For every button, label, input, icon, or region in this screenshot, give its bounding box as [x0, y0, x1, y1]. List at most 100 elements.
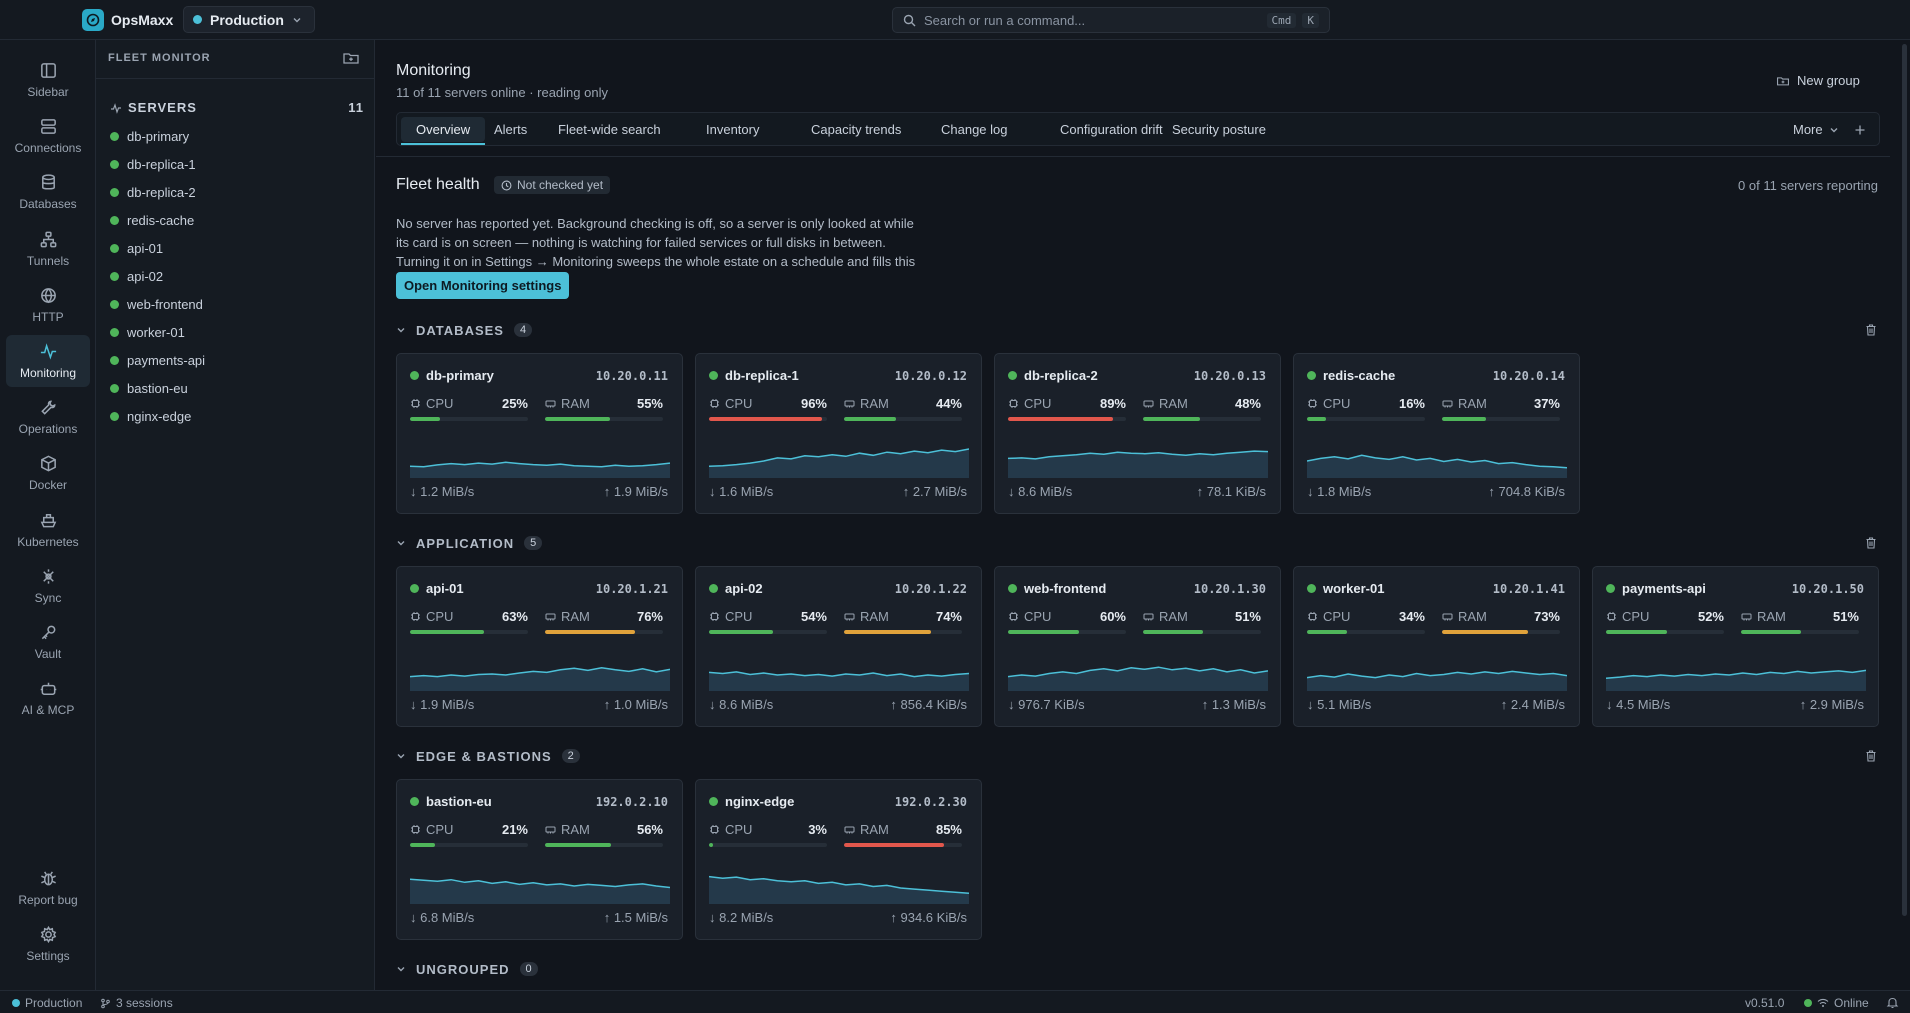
tab-inventory[interactable]: Inventory [706, 122, 760, 137]
cpu-usage-bar [1008, 630, 1126, 634]
sidebar-item-worker-01[interactable]: worker-01 [110, 325, 185, 340]
cpu-label: CPU [709, 609, 752, 624]
cpu-metric: CPU 16% [1307, 396, 1425, 422]
chevron-down-icon [293, 17, 301, 22]
sidebar-item-db-replica-1[interactable]: db-replica-1 [110, 157, 196, 172]
server-card-db-replica-2[interactable]: db-replica-2 10.20.0.13 CPU 89% RAM 48% ↓ 8.6 … [994, 353, 1281, 514]
command-search[interactable]: Search or run a command... Cmd K [892, 7, 1330, 33]
group-header-application[interactable]: APPLICATION 5 [396, 533, 1878, 553]
sidebar-group-servers[interactable]: SERVERS 11 [110, 100, 364, 115]
server-card-api-01[interactable]: api-01 10.20.1.21 CPU 63% RAM 76% ↓ 1.9 MiB/s ↑… [396, 566, 683, 727]
server-card-web-frontend[interactable]: web-frontend 10.20.1.30 CPU 60% RAM 51% ↓ 976.… [994, 566, 1281, 727]
sidebar-item-bastion-eu[interactable]: bastion-eu [110, 381, 188, 396]
cpu-label-text: CPU [426, 396, 454, 411]
nav-rail-ai-mcp[interactable]: AI & MCP [6, 672, 90, 724]
network-up: ↑ 1.9 MiB/s [603, 484, 668, 499]
online-dot-icon [110, 356, 119, 365]
group-name: UNGROUPED [416, 961, 510, 977]
new-group-button[interactable]: New group [1776, 73, 1860, 88]
status-sessions-label: 3 sessions [116, 996, 173, 1010]
sidebar-item-db-replica-2[interactable]: db-replica-2 [110, 185, 196, 200]
sidebar-item-redis-cache[interactable]: redis-cache [110, 213, 194, 228]
nav-rail-tunnels[interactable]: Tunnels [6, 223, 90, 275]
environment-select[interactable]: Production [183, 6, 315, 33]
sidebar-item-nginx-edge[interactable]: nginx-edge [110, 409, 191, 424]
bell-icon[interactable] [1886, 996, 1899, 1009]
server-card-api-02[interactable]: api-02 10.20.1.22 CPU 54% RAM 74% ↓ 8.6 MiB/s ↑… [695, 566, 982, 727]
chip-icon [1009, 399, 1018, 408]
sidebar-item-web-frontend[interactable]: web-frontend [110, 297, 203, 312]
network-up-value: 2.4 MiB/s [1510, 697, 1565, 712]
group-header-databases[interactable]: DATABASES 4 [396, 320, 1878, 340]
cpu-label-text: CPU [426, 822, 454, 837]
nav-rail-sync[interactable]: Sync [6, 560, 90, 612]
status-sessions[interactable]: 3 sessions [100, 996, 173, 1010]
server-card-worker-01[interactable]: worker-01 10.20.1.41 CPU 34% RAM 73% ↓ 5.1 MiB… [1293, 566, 1580, 727]
server-card-nginx-edge[interactable]: nginx-edge 192.0.2.30 CPU 3% RAM 85% ↓ 8.2 MiB… [695, 779, 982, 940]
trash-icon[interactable] [1864, 323, 1878, 337]
nav-rail-docker[interactable]: Docker [6, 447, 90, 499]
sidebar-item-db-primary[interactable]: db-primary [110, 129, 189, 144]
status-online-label: Online [1834, 996, 1869, 1010]
nav-rail-report-bug[interactable]: Report bug [6, 862, 90, 914]
server-card-db-primary[interactable]: db-primary 10.20.0.11 CPU 25% RAM 55% ↓ 1.2 Mi… [396, 353, 683, 514]
cpu-usage-fill [709, 843, 713, 847]
nav-rail-operations[interactable]: Operations [6, 391, 90, 443]
sidebar-item-api-01[interactable]: api-01 [110, 241, 163, 256]
nav-rail-sidebar[interactable]: Sidebar [6, 54, 90, 106]
nav-rail-settings[interactable]: Settings [6, 918, 90, 970]
activity-icon [40, 343, 56, 360]
cpu-label: CPU [1008, 609, 1051, 624]
trash-icon[interactable] [1864, 536, 1878, 550]
cpu-metric: CPU 52% [1606, 609, 1724, 635]
tab-overview[interactable]: Overview [401, 117, 486, 145]
tab-configuration-drift[interactable]: Configuration drift [1060, 122, 1163, 137]
shortcut-key-k: K [1302, 12, 1319, 28]
folder-plus-icon[interactable] [342, 49, 360, 67]
memory-icon [1143, 613, 1154, 621]
nav-rail-monitoring[interactable]: Monitoring [6, 335, 90, 387]
cpu-metric: CPU 89% [1008, 396, 1126, 422]
ram-value: 51% [1234, 609, 1261, 624]
nav-rail-label: Settings [26, 949, 70, 963]
sidebar-item-api-02[interactable]: api-02 [110, 269, 163, 284]
nav-rail-databases[interactable]: Databases [6, 166, 90, 218]
cpu-metric: CPU 21% [410, 822, 528, 848]
nav-rail-kubernetes[interactable]: Kubernetes [6, 504, 90, 556]
network-down: ↓ 1.8 MiB/s [1307, 484, 1372, 499]
main-scrollbar[interactable] [1902, 44, 1907, 916]
group-header-edge-bastions[interactable]: EDGE & BASTIONS 2 [396, 746, 1878, 766]
server-card-bastion-eu[interactable]: bastion-eu 192.0.2.10 CPU 21% RAM 56% ↓ 6.8 Mi… [396, 779, 683, 940]
tab-change-log[interactable]: Change log [941, 122, 1008, 137]
open-monitoring-settings-button[interactable]: Open Monitoring settings [396, 272, 570, 299]
server-card-db-replica-1[interactable]: db-replica-1 10.20.0.12 CPU 96% RAM 44% ↓ 1.6 … [695, 353, 982, 514]
tab-security-posture[interactable]: Security posture [1172, 122, 1266, 137]
server-card-redis-cache[interactable]: redis-cache 10.20.0.14 CPU 16% RAM 37% ↓ 1.8 M… [1293, 353, 1580, 514]
sidebar-item-payments-api[interactable]: payments-api [110, 353, 205, 368]
ram-metric: RAM 48% [1143, 396, 1261, 422]
server-name-label: payments-api [1622, 581, 1706, 596]
add-tab-button[interactable] [1849, 117, 1871, 142]
ram-usage-bar [1741, 630, 1859, 634]
server-card-payments-api[interactable]: payments-api 10.20.1.50 CPU 52% RAM 51% ↓ 4.5 … [1592, 566, 1879, 727]
tab-alerts[interactable]: Alerts [494, 122, 528, 137]
tab-more-button[interactable]: More [1793, 117, 1839, 142]
network-down-value: 8.6 MiB/s [719, 697, 774, 712]
ram-label: RAM [1741, 609, 1786, 624]
tab-capacity-trends[interactable]: Capacity trends [811, 122, 902, 137]
status-online[interactable]: Online [1804, 996, 1869, 1010]
status-environment[interactable]: Production [12, 996, 82, 1010]
group-header-ungrouped[interactable]: UNGROUPED 0 [396, 959, 1878, 979]
server-name: api-02 [709, 581, 763, 596]
server-name-label: db-primary [426, 368, 494, 383]
nav-rail-connections[interactable]: Connections [6, 110, 90, 162]
ram-usage-bar [844, 417, 962, 421]
nav-rail-vault[interactable]: Vault [6, 616, 90, 668]
ram-metric: RAM 55% [545, 396, 663, 422]
cpu-usage-bar [1008, 417, 1126, 421]
sidebar-divider [96, 78, 375, 79]
trash-icon[interactable] [1864, 749, 1878, 763]
tab-fleet-wide-search[interactable]: Fleet-wide search [558, 122, 661, 137]
nav-rail-http[interactable]: HTTP [6, 279, 90, 331]
cpu-metric: CPU 96% [709, 396, 827, 422]
